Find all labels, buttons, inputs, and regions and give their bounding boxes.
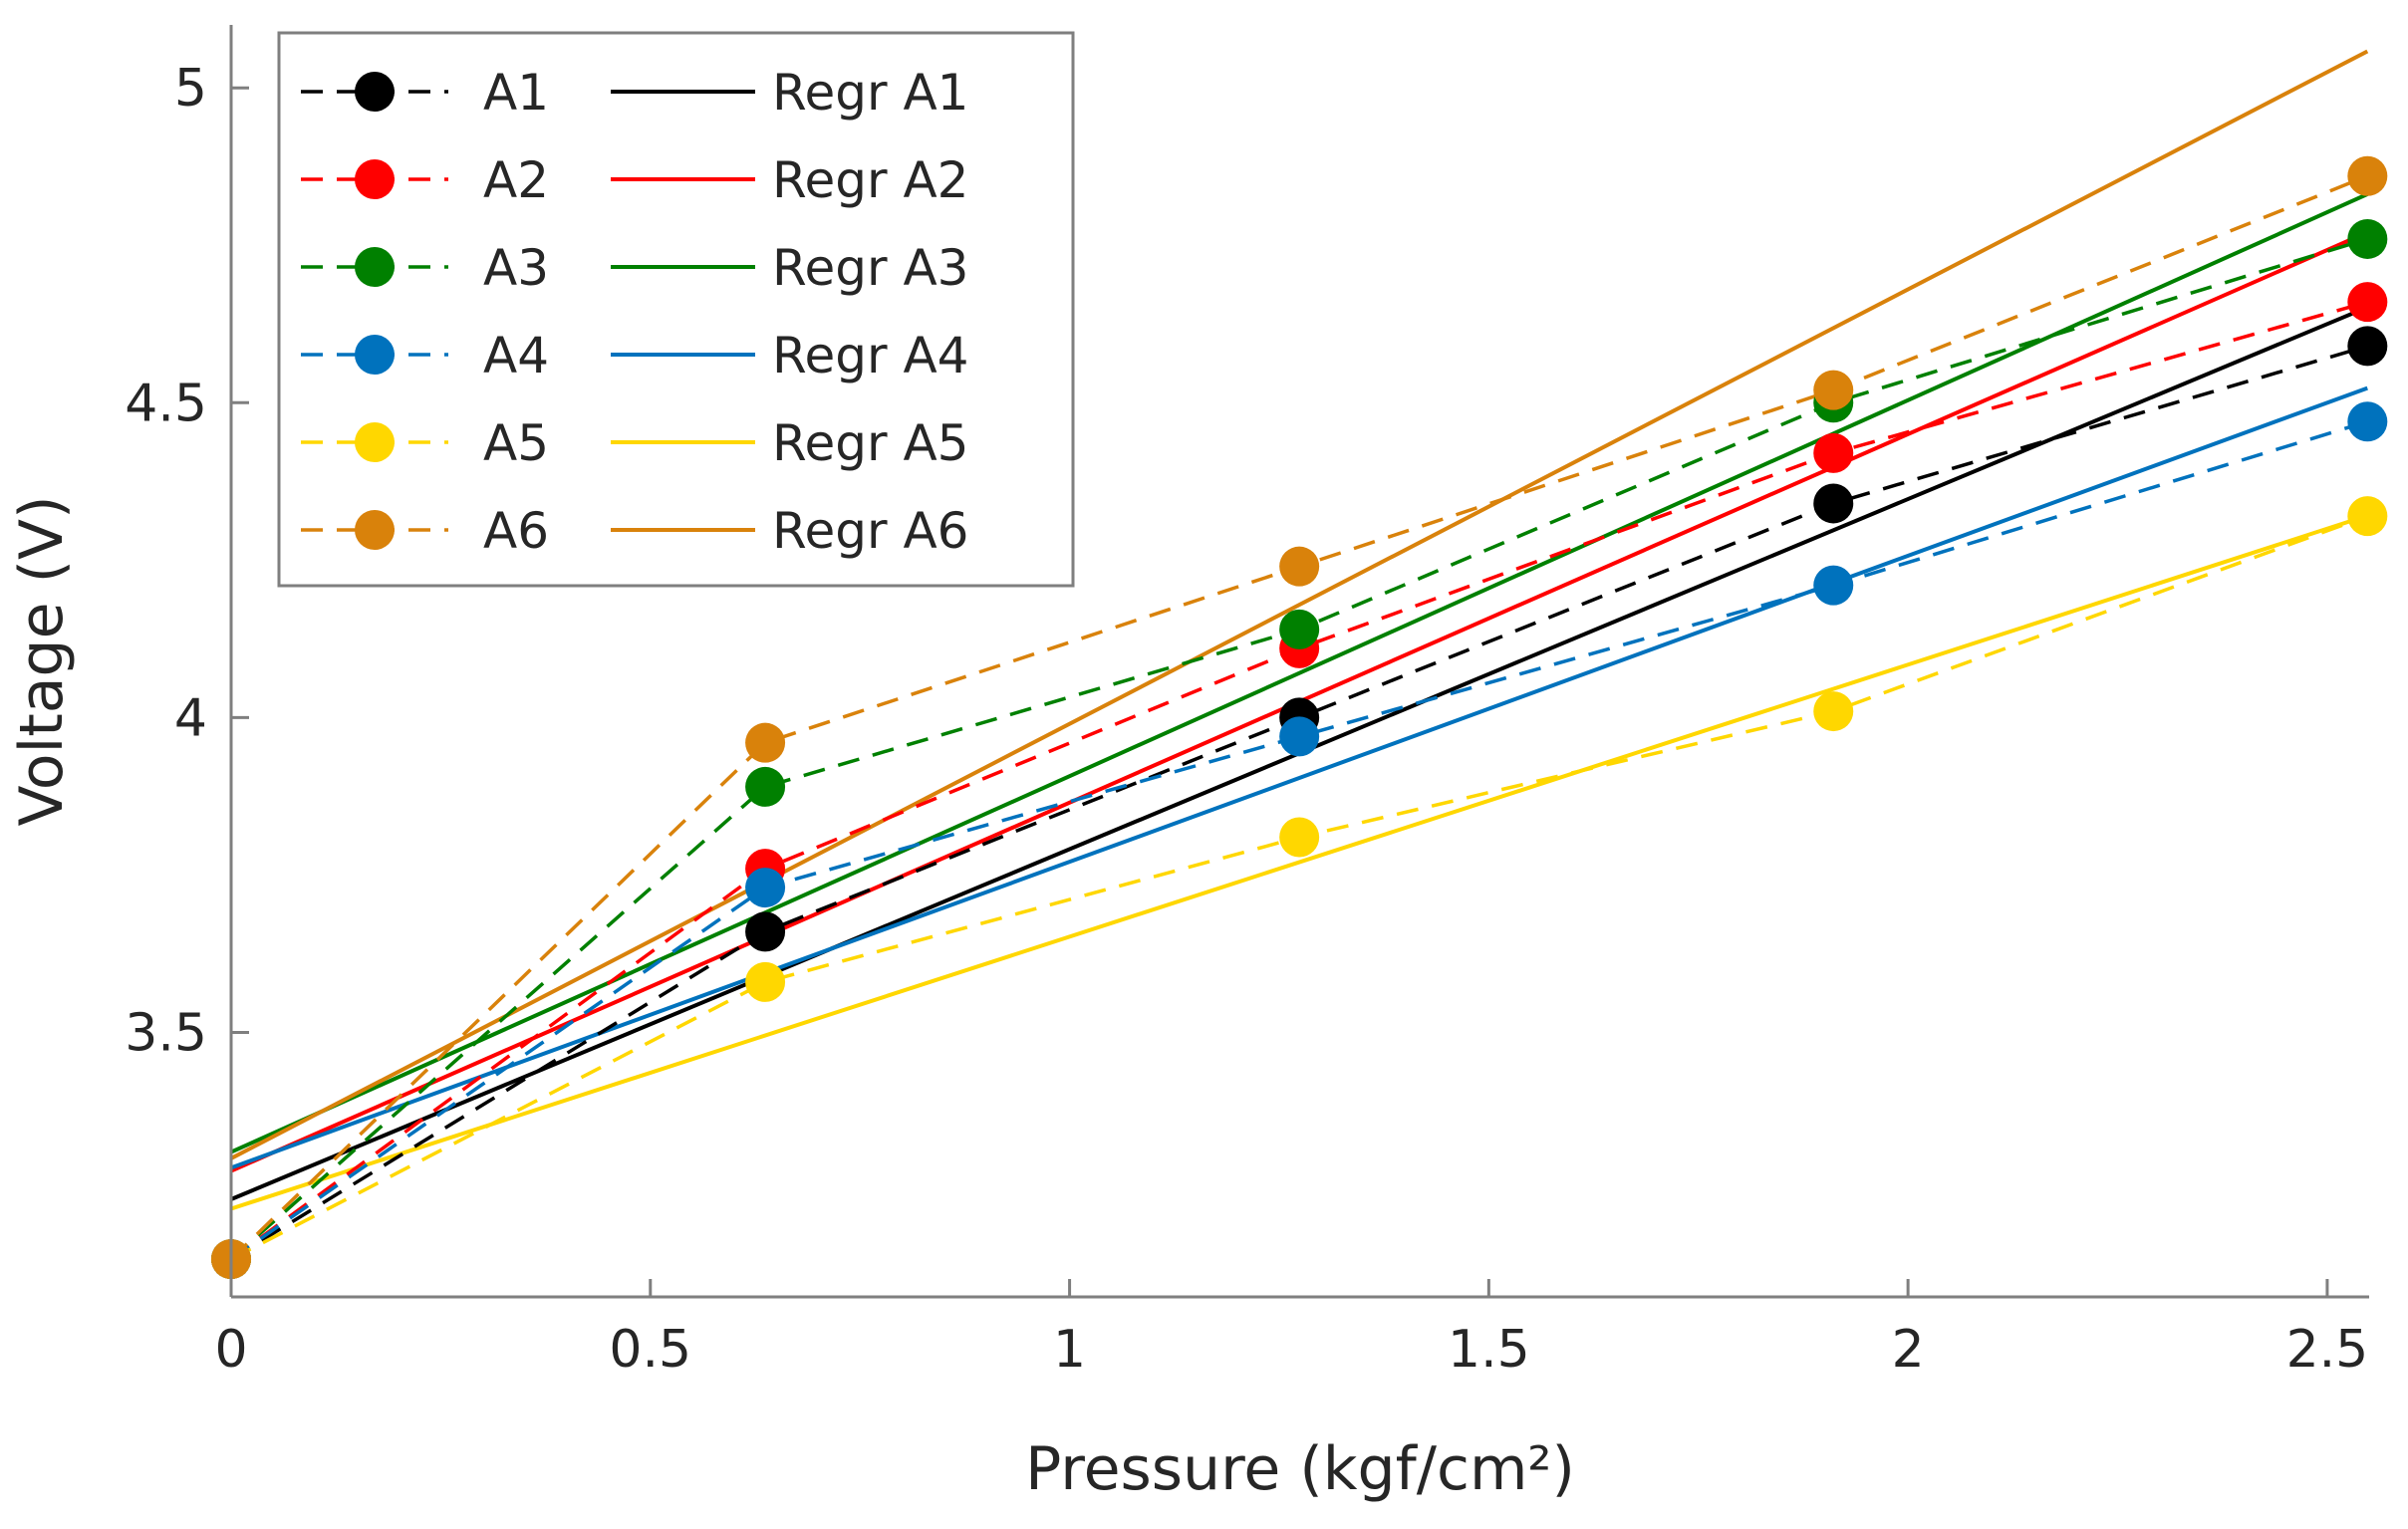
data-point-a5-2	[1279, 817, 1320, 858]
regression-line-a3	[230, 192, 2369, 1154]
legend-marker-a4	[355, 335, 395, 375]
legend-marker-a2	[355, 159, 395, 199]
data-point-a4-1	[745, 868, 786, 908]
x-tick-label-1: 0.5	[609, 1320, 691, 1380]
data-point-a5-1	[745, 961, 786, 1002]
data-point-a1-4	[2347, 326, 2388, 367]
legend-label-a5: A5	[483, 414, 549, 472]
regression-line-a5	[230, 513, 2368, 1211]
legend-label-a1: A1	[483, 64, 549, 122]
data-point-a5-4	[2347, 496, 2388, 537]
axes: 0 0.5 1 1.5 2 2.5 3.5 4 4.5 5	[125, 25, 2369, 1380]
x-tick-label-5: 2.5	[2286, 1320, 2369, 1380]
legend-marker-a3	[355, 247, 395, 287]
legend-marker-a1	[355, 72, 395, 112]
legend-box	[277, 31, 1075, 588]
data-point-a4-2	[1279, 716, 1320, 757]
legend-regression-label-a4: Regr A4	[772, 327, 968, 384]
data-point-a1-1	[745, 911, 786, 952]
data-point-a2-3	[1813, 432, 1854, 473]
y-tick-label-2: 4.5	[125, 374, 207, 433]
legend-label-a4: A4	[483, 327, 549, 384]
data-point-a3-4	[2347, 218, 2388, 259]
regression-line-a6	[230, 49, 2369, 1160]
data-point-a3-2	[1279, 609, 1320, 649]
data-point-a1-3	[1813, 483, 1854, 524]
plot-area	[211, 49, 2388, 1280]
x-tick-label-2: 1	[1053, 1320, 1086, 1380]
legend-label-a6: A6	[483, 502, 549, 560]
legend-regression-label-a5: Regr A5	[772, 414, 968, 472]
data-point-a2-4	[2347, 282, 2388, 323]
legend-regression-label-a2: Regr A2	[772, 151, 968, 209]
legend-marker-a5	[355, 422, 395, 462]
y-tick-label-3: 5	[174, 59, 207, 119]
legend-marker-a6	[355, 510, 395, 550]
data-point-a4-4	[2347, 401, 2388, 442]
legend-label-a2: A2	[483, 151, 549, 209]
x-tick-label-3: 1.5	[1448, 1320, 1530, 1380]
y-axis-title: Voltage (V)	[7, 496, 77, 827]
legend-regression-label-a3: Regr A3	[772, 239, 968, 297]
regression-line-a4	[230, 385, 2368, 1170]
legend-label-a3: A3	[483, 239, 549, 297]
legend-regression-label-a1: Regr A1	[772, 64, 968, 122]
data-point-a5-3	[1813, 691, 1854, 732]
data-point-a6-1	[745, 722, 786, 763]
legend: A1 Regr A1 A2 Regr A2 A3 Regr A3 A4 Regr A4 A5 Re…	[277, 31, 1075, 588]
x-axis-title: Pressure (kgf/cm²)	[1025, 1434, 1575, 1504]
y-tick-label-1: 4	[174, 688, 207, 748]
data-point-a3-1	[745, 766, 786, 807]
data-point-a6-4	[2347, 155, 2388, 196]
y-tick-label-0: 3.5	[125, 1003, 207, 1063]
x-tick-label-4: 2	[1892, 1320, 1925, 1380]
data-point-a6-3	[1813, 370, 1854, 410]
series-line-a4	[230, 419, 2368, 1261]
legend-regression-label-a6: Regr A6	[772, 502, 968, 560]
x-tick-label-0: 0	[214, 1320, 247, 1380]
data-point-a6-2	[1279, 546, 1320, 587]
data-point-a4-3	[1813, 565, 1854, 606]
